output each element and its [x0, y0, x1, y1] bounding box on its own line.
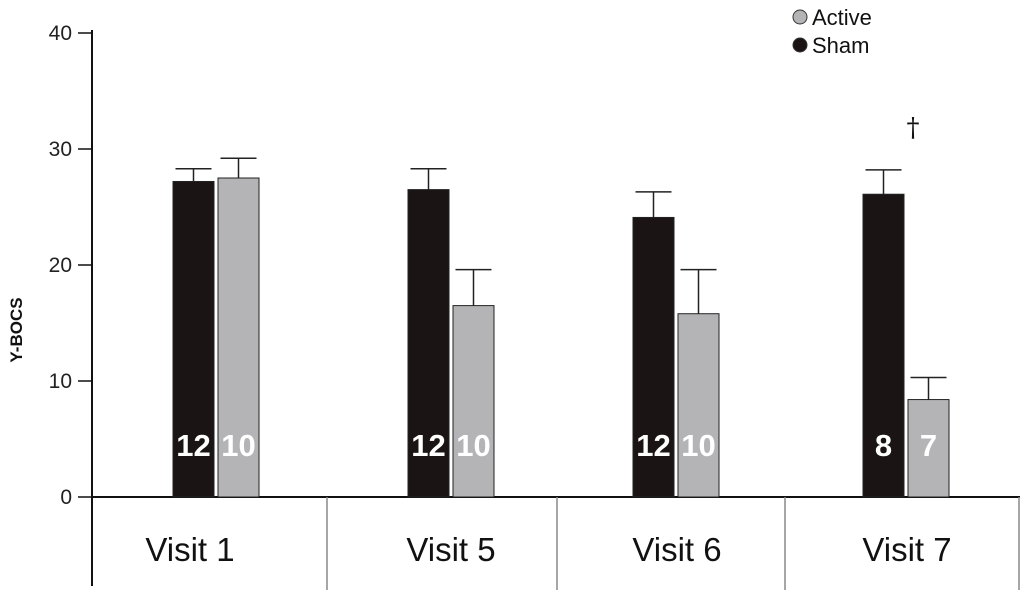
y-tick-label: 30: [49, 138, 72, 161]
bar-sham: [862, 193, 905, 498]
bar-n-label: 10: [456, 428, 490, 463]
bar-active: [907, 399, 950, 498]
bar-n-label: 12: [411, 428, 445, 463]
bar-n-label: 8: [875, 428, 892, 463]
bar-n-label: 10: [221, 428, 255, 463]
significance-marker: †: [907, 113, 920, 143]
category-label: Visit 5: [406, 531, 495, 568]
bar-n-label: 10: [681, 428, 715, 463]
legend-marker: [792, 9, 808, 25]
y-tick-label: 10: [49, 370, 72, 393]
bar-active: [452, 305, 495, 498]
bar-active: [217, 177, 260, 498]
bar-sham: [172, 180, 215, 498]
y-tick-label: 20: [49, 254, 72, 277]
y-tick-label: 40: [49, 22, 72, 45]
y-axis-label: Y-BOCS: [7, 297, 26, 362]
bar-active: [677, 313, 720, 498]
bar-sham: [407, 189, 450, 498]
category-label: Visit 6: [632, 531, 721, 568]
legend-label: Active: [812, 5, 872, 30]
category-label: Visit 7: [862, 531, 951, 568]
y-tick-label: 0: [60, 486, 72, 509]
bar-sham: [632, 216, 675, 498]
bar-n-label: 7: [920, 428, 937, 463]
legend-marker: [792, 37, 808, 53]
bar-n-label: 12: [176, 428, 210, 463]
legend-label: Sham: [812, 33, 869, 58]
category-label: Visit 1: [145, 531, 234, 568]
bar-n-label: 12: [636, 428, 670, 463]
